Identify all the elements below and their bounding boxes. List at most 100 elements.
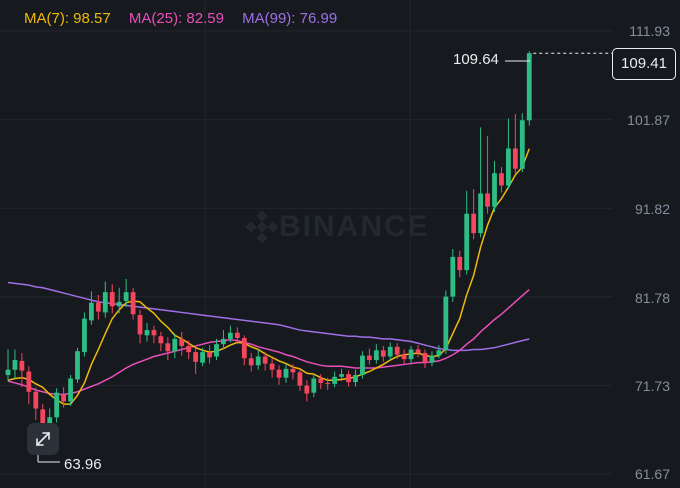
candle-body [144,330,150,336]
candle-body [290,368,296,373]
candle [380,345,386,362]
candle [82,312,87,357]
candle [75,347,80,383]
y-tick-label: 81.78 [634,290,670,306]
candle-body [492,173,497,207]
candle-body [262,356,268,364]
binance-watermark: BINANCE [245,210,430,244]
candle [234,327,240,345]
candle-body [297,372,303,386]
candle-body [311,378,317,393]
candle-body [130,292,136,315]
candle-body [394,346,400,355]
candle [367,348,372,365]
candle-body [339,374,344,377]
candle [478,127,483,238]
candle [193,347,199,375]
candle [61,387,66,408]
candle-body [269,363,275,370]
y-tick-label: 91.82 [634,201,670,217]
candle [506,118,511,190]
candle [137,309,143,344]
candle [485,136,490,214]
candle [12,349,18,379]
candle [248,352,254,372]
low-marker-label: 63.96 [64,456,102,473]
candle [68,375,73,406]
candle-body [54,392,60,418]
candle [276,365,282,385]
candle-body [193,352,199,362]
candle [450,248,456,302]
candle [339,368,344,382]
candle [130,287,136,320]
candle [33,387,39,420]
candle [144,323,150,342]
candle [394,343,400,360]
candle-body [47,417,53,428]
candle-body [109,292,115,307]
candle-body [283,368,289,378]
watermark-text: BINANCE [279,210,430,243]
ma7-path [7,148,530,405]
candle-body [276,369,282,378]
candle [429,351,435,367]
expand-button[interactable] [27,423,59,455]
binance-logo-icon [245,210,279,244]
candle [116,287,122,314]
candle [54,388,60,423]
candle-body [422,352,428,363]
candle-body [373,350,379,361]
candle-body [506,148,511,186]
candle [89,291,94,325]
candle [519,113,525,173]
candle-body [408,349,414,360]
candle-body [172,338,178,352]
candle [241,335,247,366]
candle [353,369,358,387]
candle-body [380,350,386,357]
ma99-path [7,281,530,352]
candle-body [89,302,94,321]
expand-icon [36,432,50,446]
candle [464,190,470,275]
candle [499,167,504,193]
candle-body [95,302,101,312]
y-tick-label: 111.93 [629,23,670,39]
candle-body [360,355,365,376]
candle [457,250,463,278]
candle-body [214,344,219,357]
candle [304,380,310,402]
candle [123,278,129,308]
candle-body [186,345,192,353]
candle [172,333,178,359]
candle [415,345,421,358]
candle-body [19,360,25,371]
candles [5,51,532,454]
candle-body [207,352,212,358]
candle-body [367,355,372,361]
candle-body [499,173,504,186]
candle [221,330,226,350]
ma7-line [7,148,530,405]
candle [214,338,219,361]
candle [228,325,233,343]
candle-body [116,301,122,307]
candle [102,281,108,318]
candle [26,366,32,405]
ma99-line [7,281,530,352]
candle [5,349,11,382]
candle [387,342,393,361]
candle-body [82,318,87,353]
candle-body [346,374,351,383]
candle [360,351,365,379]
candle [492,160,497,212]
candle [255,349,261,370]
legend-ma7: MA(7): 98.57 [24,10,111,27]
candle-body [436,350,442,356]
candle [158,331,164,352]
candle-body [12,360,18,370]
candle-body [457,256,463,271]
candle [311,373,317,398]
